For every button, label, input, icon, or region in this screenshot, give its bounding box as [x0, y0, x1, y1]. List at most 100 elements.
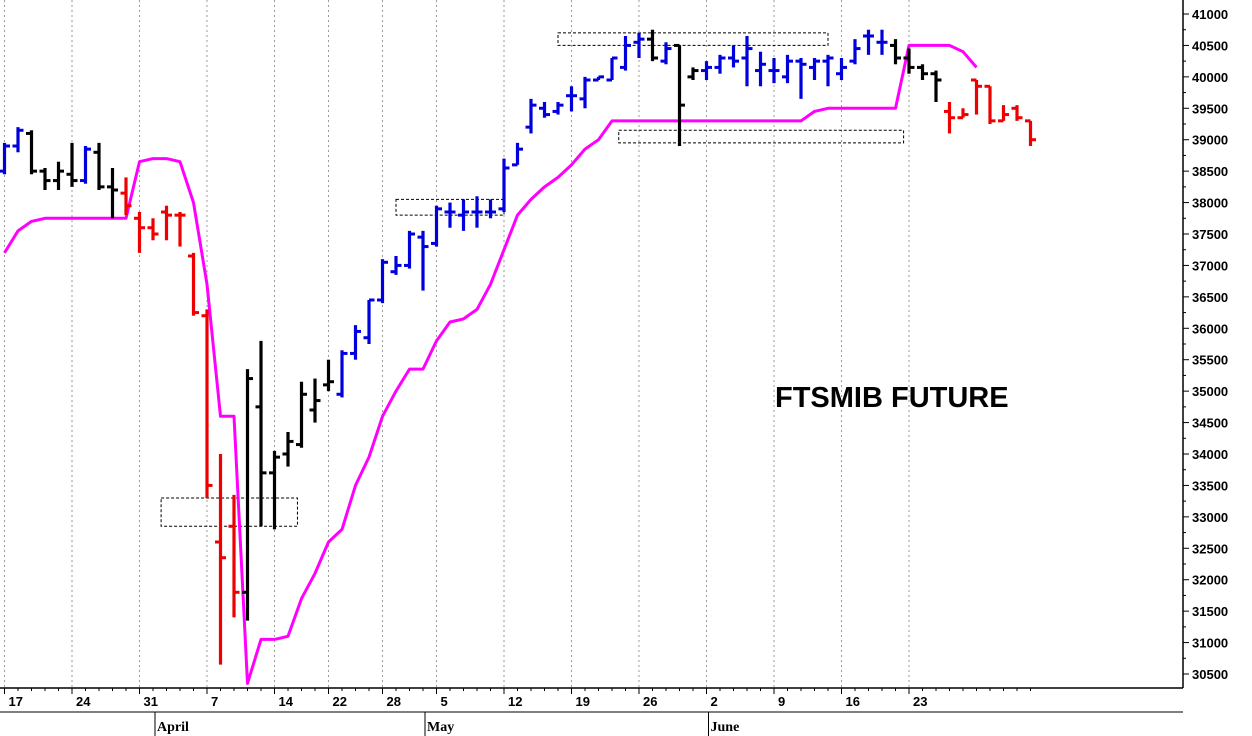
ohlc-bar — [80, 146, 91, 184]
month-label: May — [427, 720, 454, 735]
ohlc-bar — [93, 142, 105, 190]
ohlc-bar — [161, 205, 172, 241]
ohlc-bar — [201, 309, 213, 498]
ohlc-bar — [377, 259, 388, 304]
ohlc-bar — [768, 58, 780, 84]
x-tick-label: 17 — [9, 694, 23, 709]
y-tick-label: 40500 — [1192, 38, 1228, 53]
ohlc-bar — [255, 340, 267, 527]
ohlc-bar — [876, 29, 888, 55]
y-tick-label: 31500 — [1192, 604, 1228, 619]
ohlc-bar — [660, 42, 672, 65]
y-tick-label: 37500 — [1192, 227, 1228, 242]
y-tick-label: 40000 — [1192, 70, 1228, 85]
ohlc-bar — [174, 212, 186, 247]
ohlc-bar — [930, 70, 942, 102]
ohlc-bar — [512, 142, 523, 167]
ohlc-bar — [350, 325, 361, 360]
x-tick-label: 2 — [711, 694, 718, 709]
ohlc-bar — [755, 51, 766, 87]
y-tick-label: 37000 — [1192, 258, 1228, 273]
grid-lines — [4, 0, 910, 688]
y-tick-label: 36000 — [1192, 321, 1228, 336]
x-tick-label: 19 — [576, 694, 590, 709]
ohlc-bar — [0, 142, 10, 175]
ohlc-bar — [404, 230, 415, 269]
ohlc-bar — [471, 196, 483, 228]
ohlc-bar — [647, 29, 658, 62]
y-tick-label: 35000 — [1192, 384, 1228, 399]
ohlc-bar — [593, 75, 604, 82]
ohlc-bar — [633, 32, 645, 58]
ohlc-bar — [687, 67, 699, 80]
ohlc-bar — [714, 54, 726, 74]
ohlc-bar — [107, 168, 118, 219]
ohlc-bar — [215, 454, 226, 665]
ohlc-bar — [228, 494, 240, 618]
ohlc-bar — [296, 381, 307, 448]
ohlc-bar — [431, 205, 442, 247]
ohlc-bar — [498, 158, 510, 212]
ohlc-bar — [12, 127, 24, 153]
ohlc-bar — [782, 54, 793, 84]
ohlc-bar — [795, 58, 807, 99]
y-tick-label: 39500 — [1192, 101, 1228, 116]
ohlc-bar — [741, 36, 753, 87]
axes — [0, 0, 1184, 713]
consolidation-box — [618, 129, 905, 144]
ohlc-bar — [674, 43, 685, 146]
ohlc-bar — [323, 359, 334, 392]
ohlc-bar — [606, 56, 618, 82]
y-tick-label: 38500 — [1192, 164, 1228, 179]
ohlc-bar — [701, 61, 712, 80]
month-labels: April May June — [154, 712, 740, 736]
ohlc-bar — [363, 298, 375, 344]
ohlc-bar — [188, 252, 199, 316]
ohlc-bar — [944, 102, 955, 134]
ohlc-bar — [309, 378, 321, 423]
ohlc-bar — [809, 58, 820, 80]
x-tick-label: 12 — [508, 694, 522, 709]
x-tick-label: 9 — [778, 694, 785, 709]
y-tick-label: 31000 — [1192, 636, 1228, 651]
y-tick-label: 34000 — [1192, 447, 1228, 462]
ohlc-bar — [849, 39, 861, 65]
stop-line-path — [3, 43, 978, 685]
ohlc-bar — [822, 54, 834, 87]
ohlc-bar — [728, 45, 739, 68]
x-tick-label: 23 — [913, 694, 927, 709]
ohlc-bar — [903, 48, 915, 74]
y-tick-label: 41000 — [1192, 7, 1228, 22]
ohlc-bar — [579, 76, 591, 109]
ohlc-bar — [417, 230, 429, 291]
x-tick-label: 22 — [333, 694, 347, 709]
ohlc-bar — [539, 102, 550, 118]
consolidation-box — [160, 497, 298, 527]
month-label: April — [157, 720, 189, 735]
ohlc-bar — [552, 102, 564, 115]
ohlc-bar — [458, 199, 469, 231]
y-tick-label: 36500 — [1192, 290, 1228, 305]
ohlc-bar — [134, 212, 145, 253]
month-label: June — [711, 720, 740, 735]
ohlc-bar — [390, 256, 402, 275]
y-tick-label: 34500 — [1192, 416, 1228, 431]
ohlc-bar — [1025, 119, 1036, 146]
y-tick-label: 30500 — [1192, 667, 1228, 682]
trailing-stop-line — [3, 43, 978, 685]
ohlc-bar — [525, 98, 537, 134]
ohlc-bar — [444, 202, 456, 228]
ohlc-bar — [890, 39, 901, 65]
y-tick-label: 32500 — [1192, 541, 1228, 556]
ohlc-bar — [1011, 105, 1023, 121]
ohlc-bar — [269, 450, 280, 530]
ohlc-bar — [957, 108, 969, 120]
ohlc-bar — [282, 432, 294, 467]
y-tick-label: 32000 — [1192, 573, 1228, 588]
ohlc-bar — [66, 142, 78, 187]
ohlc-bar — [53, 161, 64, 190]
ohlc-bar — [120, 177, 132, 216]
ohlc-bar — [620, 36, 631, 71]
ohlc-bar — [863, 29, 874, 55]
